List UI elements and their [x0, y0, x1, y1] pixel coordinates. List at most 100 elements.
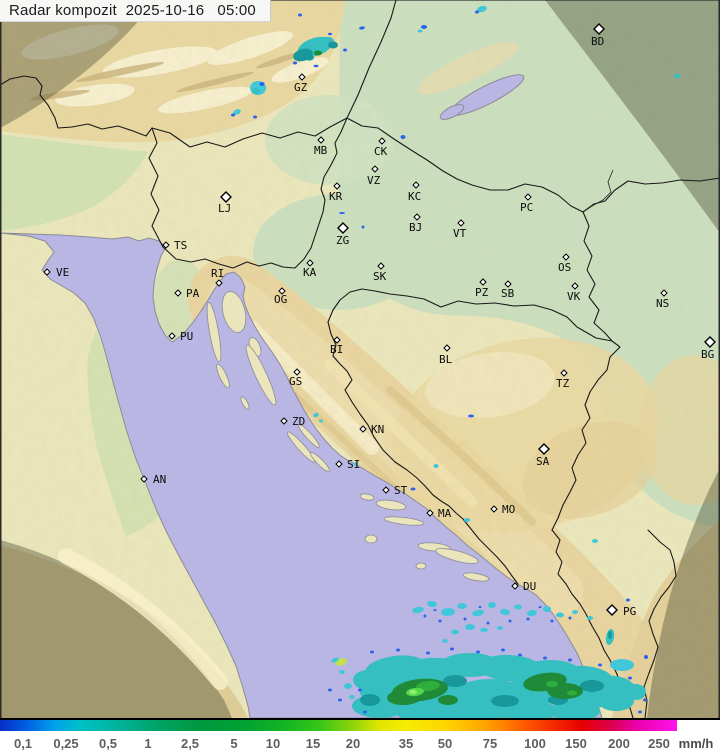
radar-cell-blue [543, 657, 547, 660]
radar-cell-blue [293, 62, 297, 65]
radar-cell-cyan [514, 605, 522, 610]
city-label-ZG: ZG [336, 234, 349, 247]
radar-cell-blue [487, 622, 490, 625]
radar-cell-blue [411, 488, 416, 491]
radar-cell-cyan [319, 420, 323, 423]
radar-cell-blue [343, 49, 347, 52]
radar-cell-green_dark [438, 695, 458, 705]
radar-cell-blue [396, 649, 400, 652]
radar-cell-blue [424, 615, 427, 618]
city-label-OS: OS [558, 261, 571, 274]
legend-tick-5: 5 [230, 736, 237, 751]
legend-tick-20: 20 [346, 736, 360, 751]
radar-cell-teal_dark [580, 680, 604, 692]
city-label-BD: BD [591, 35, 604, 48]
legend-unit-label: mm/h [679, 736, 714, 751]
radar-cell-blue [426, 652, 430, 655]
radar-cell-green [546, 681, 558, 687]
radar-cell-cyan [610, 659, 634, 671]
radar-cell-blue [527, 618, 530, 621]
radar-cell-cyan [572, 610, 578, 614]
city-label-BI: BI [330, 343, 343, 356]
radar-cell-blue [569, 617, 572, 620]
legend-tick-10: 10 [266, 736, 280, 751]
radar-cell-teal [626, 684, 646, 700]
city-label-PA: PA [186, 287, 200, 300]
radar-cell-teal [252, 88, 260, 94]
city-label-NS: NS [656, 297, 669, 310]
radar-cell-blue [479, 606, 482, 608]
radar-cell-cyan [556, 613, 564, 618]
city-label-BG: BG [701, 348, 714, 361]
legend-tick-50: 50 [438, 736, 452, 751]
radar-cell-cyan [592, 539, 598, 543]
city-label-KC: KC [408, 190, 421, 203]
radar-cell-blue [260, 82, 265, 86]
radar-cell-green_dark [314, 51, 322, 56]
radar-cell-cyan [339, 670, 345, 674]
city-label-MA: MA [438, 507, 452, 520]
legend-tick-100: 100 [524, 736, 546, 751]
radar-cell-blue [539, 606, 542, 608]
radar-cell-cyan [488, 602, 496, 608]
radar-cell-blue [253, 116, 257, 119]
radar-map-canvas: VETSPAPURIANLJMBGZCKVZKRKCZGBJVTPCKASKOG… [0, 0, 720, 718]
radar-cell-green_core [409, 690, 417, 694]
city-label-SA: SA [536, 455, 550, 468]
city-label-ZD: ZD [292, 415, 305, 428]
title-bar: Radar kompozit 2025-10-16 05:00 [0, 0, 271, 22]
city-label-KA: KA [303, 266, 317, 279]
radar-cell-blue [518, 654, 522, 657]
city-label-BJ: BJ [409, 221, 422, 234]
radar-cell-cyan [480, 628, 488, 632]
radar-cell-blue [298, 14, 302, 17]
radar-cell-teal_dark [608, 631, 612, 639]
radar-cell-blue [475, 11, 479, 14]
title-text: Radar kompozit 2025-10-16 05:00 [0, 2, 256, 19]
city-label-SK: SK [373, 270, 387, 283]
radar-cell-blue [362, 226, 365, 229]
city-label-PU: PU [180, 330, 193, 343]
city-label-KN: KN [371, 423, 384, 436]
radar-cell-blue [638, 711, 642, 714]
city-label-LJ: LJ [218, 202, 231, 215]
city-label-CK: CK [374, 145, 388, 158]
legend-tick-0,1: 0,1 [14, 736, 32, 751]
radar-cell-blue [626, 599, 630, 602]
radar-cell-blue [468, 415, 474, 418]
radar-cell-blue [450, 648, 454, 651]
legend-tick-250: 250 [648, 736, 670, 751]
radar-cell-blue [328, 689, 332, 692]
legend-tick-75: 75 [483, 736, 497, 751]
radar-cell-blue [598, 664, 602, 667]
radar-cell-blue [551, 620, 554, 623]
radar-cell-cyan [434, 464, 439, 468]
legend-tick-0,25: 0,25 [53, 736, 78, 751]
city-label-PC: PC [520, 201, 533, 214]
city-label-VK: VK [567, 290, 581, 303]
radar-cell-blue [509, 620, 512, 623]
city-label-SI: SI [347, 458, 360, 471]
radar-cell-cyan [543, 606, 551, 612]
city-label-DU: DU [523, 580, 536, 593]
radar-cell-cyan [465, 624, 475, 630]
radar-cell-cyan [451, 630, 459, 635]
radar-cell-blue [363, 711, 367, 714]
city-label-PZ: PZ [475, 286, 489, 299]
radar-cell-blue [370, 651, 374, 654]
radar-cell-blue [476, 651, 480, 654]
radar-cell-cyan [344, 683, 352, 689]
city-label-MO: MO [502, 503, 515, 516]
city-label-TS: TS [174, 239, 187, 252]
city-label-VT: VT [453, 227, 467, 240]
radar-cell-blue [401, 135, 406, 139]
city-label-PG: PG [623, 605, 636, 618]
city-label-GZ: GZ [294, 81, 308, 94]
city-label-OG: OG [274, 293, 287, 306]
legend-tick-0,5: 0,5 [99, 736, 117, 751]
city-label-BL: BL [439, 353, 453, 366]
radar-cell-green [567, 691, 577, 696]
legend-tick-1: 1 [144, 736, 151, 751]
city-label-RI: RI [211, 267, 224, 280]
